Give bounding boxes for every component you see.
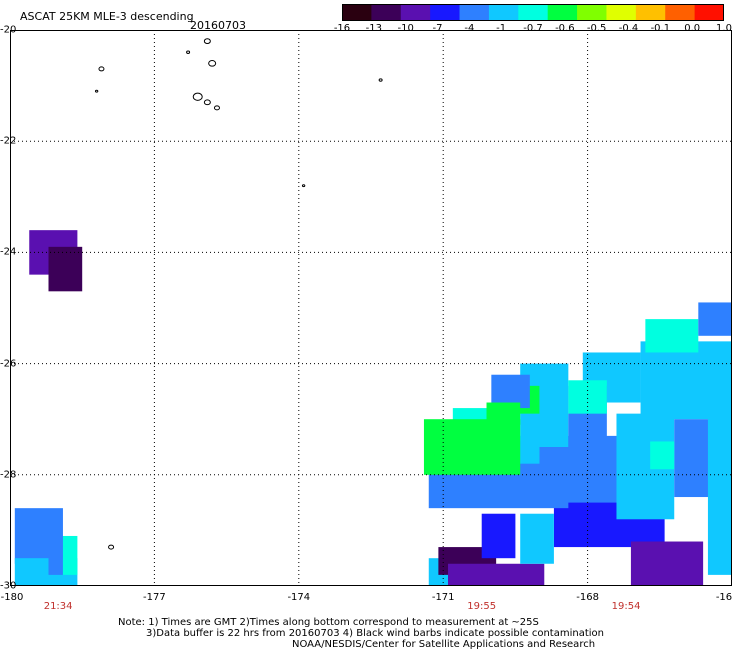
- longitude-tick-label: -171: [431, 592, 455, 603]
- colorbar-swatch: [342, 4, 372, 21]
- longitude-tick-label: -16: [715, 592, 733, 603]
- longitude-tick-label: -168: [576, 592, 599, 603]
- wind-data-cell: [448, 563, 545, 586]
- footer-note-line2: 3)Data buffer is 22 hrs from 20160703 4)…: [146, 628, 604, 639]
- colorbar-swatch: [694, 4, 724, 21]
- wind-data-cell: [645, 319, 699, 353]
- colorbar-frame: [342, 4, 724, 21]
- colorbar-label: -13: [365, 23, 382, 34]
- latitude-tick-label: -22: [0, 135, 17, 147]
- colorbar-label: -0.5: [586, 23, 607, 34]
- colorbar-swatch: [488, 4, 519, 21]
- latitude-tick-label: -26: [0, 358, 17, 370]
- colorbar-label: -0.7: [523, 23, 543, 34]
- island-outline: [203, 99, 211, 106]
- header-date: 20160703: [190, 19, 246, 32]
- colorbar-swatch: [371, 4, 402, 21]
- wind-data-cell: [568, 380, 607, 414]
- footer-note-line1: Note: 1) Times are GMT 2)Times along bot…: [118, 617, 539, 628]
- plot-frame: [10, 30, 732, 586]
- pass-time-label: 19:54: [611, 601, 641, 612]
- wind-data-cell: [48, 535, 63, 575]
- colorbar-swatch: [547, 4, 578, 21]
- header-title: ASCAT 25KM MLE-3 descending: [20, 10, 194, 23]
- colorbar-label: 0.0: [684, 23, 701, 34]
- colorbar-label: -7: [432, 23, 443, 34]
- footer-credit: NOAA/NESDIS/Center for Satellite Applica…: [292, 639, 596, 650]
- wind-data-cell: [486, 402, 521, 425]
- wind-data-cell: [698, 302, 732, 336]
- colorbar-label: -16: [333, 23, 351, 34]
- map-plot: [10, 30, 732, 586]
- colorbar-swatch: [577, 4, 607, 21]
- latitude-tick-label: -24: [0, 246, 17, 258]
- colorbar-swatch: [459, 4, 490, 21]
- island-outline: [186, 50, 191, 54]
- colorbar-label: -0.6: [555, 23, 575, 34]
- island-outline: [108, 544, 115, 550]
- wind-data-cell: [650, 441, 675, 470]
- island-outline: [213, 105, 220, 111]
- latitude-tick-label: -30: [0, 580, 17, 592]
- colorbar-label: -0.1: [650, 23, 671, 34]
- longitude-tick-label: -174: [287, 592, 311, 603]
- colorbar-label: -1: [496, 23, 507, 34]
- pass-time-label: 19:55: [467, 601, 497, 612]
- colorbar-swatch: [518, 4, 549, 21]
- latitude-tick-label: -28: [0, 469, 17, 481]
- longitude-tick-label: -180: [0, 592, 24, 603]
- wind-data-cell: [630, 541, 704, 586]
- colorbar-swatch: [635, 4, 666, 21]
- island-outline: [98, 66, 105, 72]
- island-outline: [203, 38, 211, 45]
- wind-data-cell: [423, 419, 521, 475]
- island-outline: [192, 92, 203, 101]
- latitude-tick-label: -20: [0, 24, 17, 36]
- colorbar-label: -0.4: [618, 23, 639, 34]
- longitude-tick-label: -177: [143, 592, 166, 603]
- island-outline: [208, 60, 217, 67]
- wind-data-cell: [62, 535, 78, 575]
- colorbar-label: 1.0: [716, 23, 732, 34]
- pass-time-label: 21:34: [43, 601, 73, 612]
- colorbar-label: -10: [397, 23, 414, 34]
- colorbar-swatch: [606, 4, 637, 21]
- wind-data-cell: [48, 246, 83, 292]
- colorbar-swatch: [665, 4, 696, 21]
- island-outline: [94, 89, 99, 93]
- wind-data-cell: [520, 513, 554, 564]
- map-canvas: [10, 30, 732, 586]
- island-outline: [378, 78, 383, 82]
- colorbar: [342, 4, 724, 21]
- colorbar-swatch: [430, 4, 461, 21]
- colorbar-swatch: [400, 4, 431, 21]
- island-outline: [301, 184, 306, 188]
- wind-data-cell: [481, 513, 516, 559]
- wind-data-cell: [707, 363, 732, 575]
- colorbar-label: -4: [464, 23, 475, 34]
